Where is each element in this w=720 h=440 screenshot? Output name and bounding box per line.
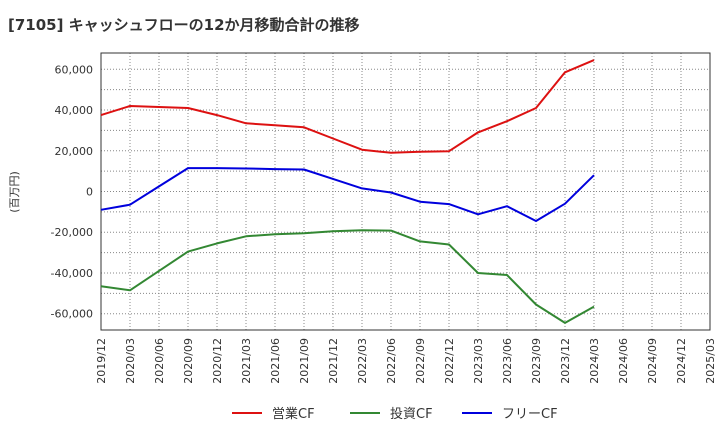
x-tick-label: 2022/03	[356, 338, 369, 384]
y-tick-label: 40,000	[55, 104, 94, 117]
x-tick-label: 2020/06	[153, 338, 166, 384]
x-tick-label: 2023/06	[501, 338, 514, 384]
y-axis-label: (百万円)	[8, 171, 21, 213]
x-tick-label: 2020/09	[182, 338, 195, 384]
legend-label-1: 営業CF	[272, 406, 315, 422]
y-tick-label: -40,000	[51, 267, 93, 280]
x-tick-label: 2020/12	[211, 338, 224, 384]
x-tick-label: 2021/03	[240, 338, 253, 384]
x-tick-label: 2025/03	[704, 338, 717, 384]
y-tick-label: -60,000	[51, 308, 93, 321]
legend-label-3: フリーCF	[502, 407, 558, 422]
x-tick-label: 2024/03	[588, 338, 601, 384]
y-tick-label: 20,000	[55, 145, 94, 158]
chart-title: [7105] キャッシュフローの12か月移動合計の推移	[8, 16, 360, 34]
plot-frame	[100, 52, 711, 331]
x-tick-label: 2022/09	[414, 338, 427, 384]
x-tick-label: 2021/12	[327, 338, 340, 384]
x-tick-label: 2024/12	[675, 338, 688, 384]
y-tick-label: 60,000	[55, 63, 94, 76]
plot-area	[101, 53, 710, 330]
x-tick-label: 2024/06	[617, 338, 630, 384]
x-tick-label: 2021/06	[269, 338, 282, 384]
x-tick-label: 2022/06	[385, 338, 398, 384]
series-line-1	[100, 59, 595, 154]
y-tick-label: -20,000	[51, 226, 93, 239]
series-line-2	[100, 229, 595, 324]
x-tick-label: 2020/03	[124, 338, 137, 384]
y-tick-label: 0	[86, 186, 93, 199]
x-tick-label: 2024/09	[646, 338, 659, 384]
x-tick-label: 2022/12	[443, 338, 456, 384]
x-tick-label: 2023/09	[530, 338, 543, 384]
x-tick-label: 2021/09	[298, 338, 311, 384]
x-tick-label: 2019/12	[95, 338, 108, 384]
series-line-3	[100, 167, 595, 222]
x-tick-label: 2023/03	[472, 338, 485, 384]
x-tick-label: 2023/12	[559, 338, 572, 384]
legend-label-2: 投資CF	[390, 406, 433, 422]
